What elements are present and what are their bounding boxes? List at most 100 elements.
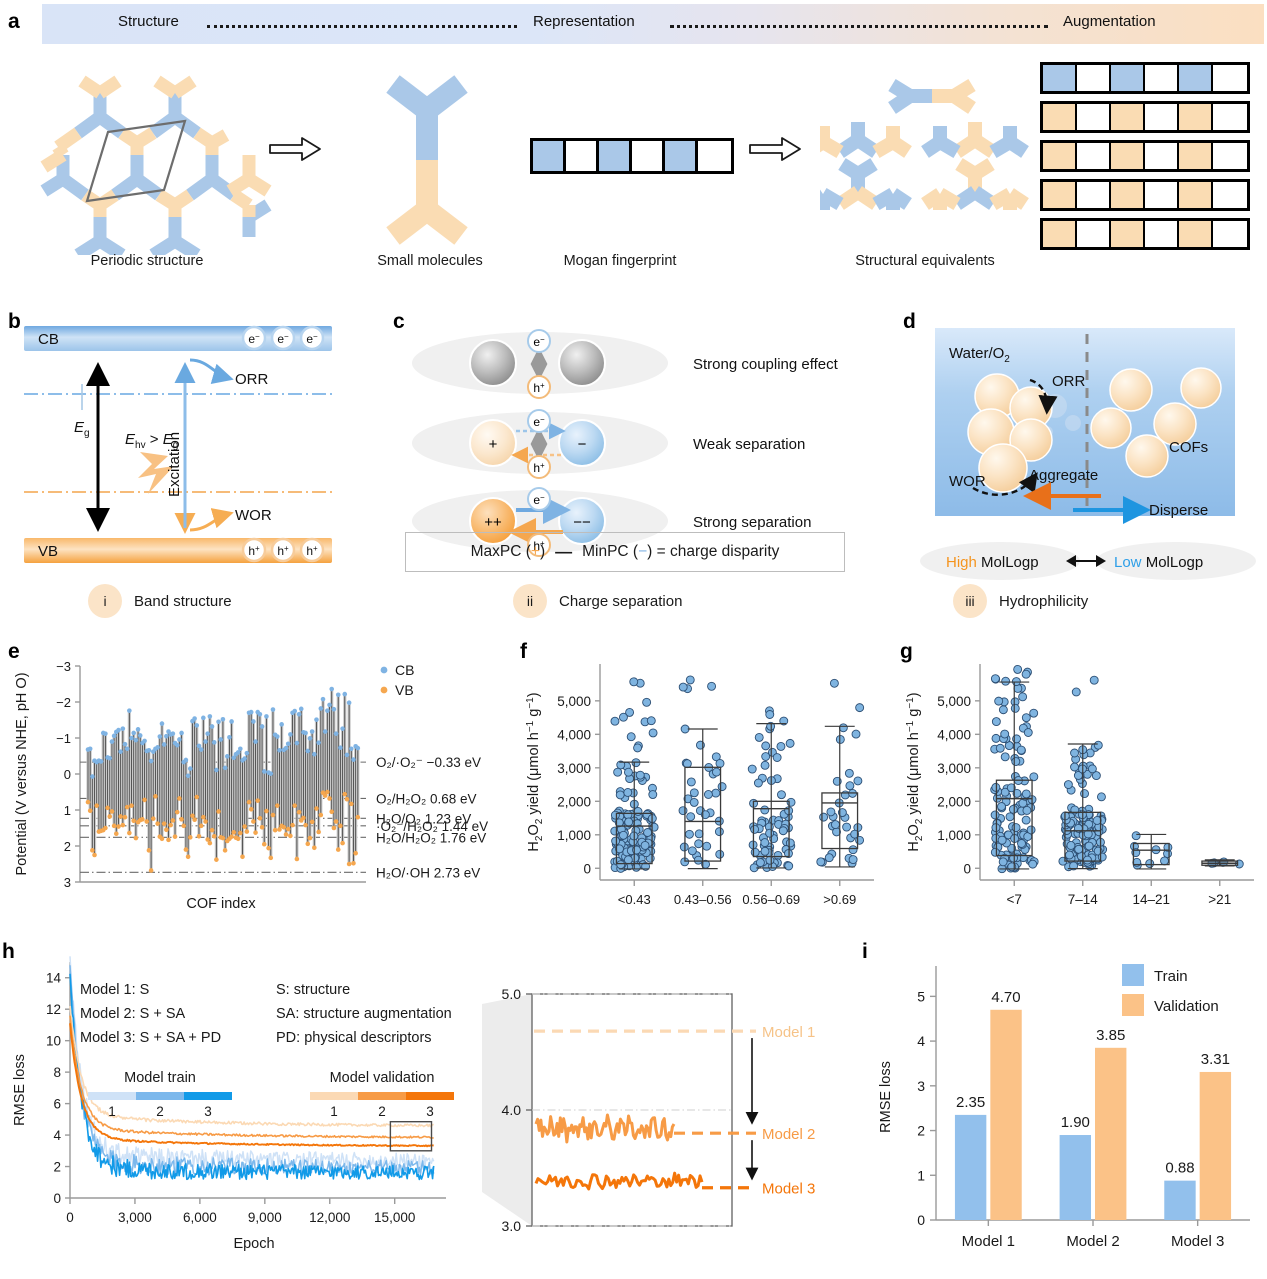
data-point — [829, 678, 839, 688]
svg-text:7–14: 7–14 — [1068, 892, 1099, 907]
data-point — [1029, 772, 1039, 782]
data-point — [715, 758, 725, 768]
data-point — [1083, 829, 1093, 839]
svg-text:+: + — [489, 436, 498, 453]
data-point — [686, 812, 696, 822]
abbrev-legend-line: PD: physical descriptors — [276, 1030, 432, 1046]
loss-curve — [69, 1023, 434, 1148]
data-point — [747, 764, 757, 774]
augmentation-cell — [1043, 182, 1077, 208]
augmentation-cell — [1043, 104, 1077, 130]
data-point — [717, 782, 727, 792]
data-point — [777, 790, 786, 800]
svg-text:15,000: 15,000 — [374, 1210, 415, 1225]
bar-value-label: 0.88 — [1165, 1160, 1194, 1177]
caption-mogan-fingerprint: Mogan fingerprint — [563, 253, 677, 269]
data-point — [1028, 859, 1038, 869]
panel-h-letter: h — [2, 940, 15, 963]
abbrev-legend-line: S: structure — [276, 982, 350, 998]
panel-g-letter: g — [900, 640, 913, 663]
panel-f-letter: f — [520, 640, 527, 663]
orr-arrow — [189, 358, 234, 384]
data-point — [1011, 757, 1021, 766]
svg-text:1: 1 — [64, 803, 71, 818]
augmentation-row — [1040, 101, 1250, 133]
box — [821, 792, 859, 850]
augmentation-row — [1040, 179, 1250, 211]
svg-text:2: 2 — [64, 839, 71, 854]
small-molecule-graphic — [386, 75, 468, 245]
bar — [954, 1114, 987, 1220]
svg-text:Train: Train — [1154, 968, 1188, 985]
data-point — [991, 717, 1001, 727]
banner-label-augmentation: Augmentation — [1063, 13, 1156, 30]
svg-text:H₂O/·OH 2.73 eV: H₂O/·OH 2.73 eV — [376, 865, 480, 880]
svg-text:−: − — [578, 436, 587, 453]
data-point — [1080, 789, 1089, 799]
data-point — [1021, 669, 1031, 679]
box — [752, 800, 790, 858]
vb-holes: h+ h+ h+ — [241, 537, 325, 563]
data-point — [848, 855, 858, 865]
svg-text:0: 0 — [917, 1212, 925, 1228]
panel-d-letter: d — [903, 310, 916, 333]
data-point — [616, 760, 626, 770]
data-point — [1021, 789, 1031, 799]
data-point — [1023, 728, 1033, 737]
svg-text:ORR: ORR — [235, 371, 269, 388]
data-point — [1097, 852, 1107, 862]
banner-label-structure: Structure — [118, 13, 179, 30]
data-point — [845, 781, 855, 791]
data-point — [1065, 850, 1074, 860]
legend-swatch — [184, 1092, 232, 1100]
svg-text:4,000: 4,000 — [557, 727, 591, 742]
svg-text:High MolLogp: High MolLogp — [946, 554, 1039, 571]
augmentation-cell — [1179, 143, 1213, 169]
svg-text:0: 0 — [53, 1191, 61, 1206]
augmentation-cell — [1077, 182, 1111, 208]
data-point — [850, 829, 860, 839]
svg-text:>21: >21 — [1208, 892, 1231, 907]
data-point — [693, 855, 703, 865]
legend-swatch — [136, 1092, 184, 1100]
svg-text:−2: −2 — [56, 695, 71, 710]
svg-text:O₂/H₂O₂ 0.68 eV: O₂/H₂O₂ 0.68 eV — [376, 791, 477, 806]
model-legend-line: Model 2: S + SA — [80, 1006, 186, 1022]
data-point — [689, 797, 699, 807]
data-point — [1093, 740, 1103, 750]
mogan-fingerprint-bar — [530, 138, 734, 174]
augmentation-cell — [1043, 143, 1077, 169]
svg-text:h+: h+ — [533, 539, 545, 553]
data-point — [685, 675, 695, 685]
wor-arrow — [189, 508, 234, 532]
svg-text:ORR: ORR — [1052, 373, 1086, 390]
data-point — [624, 817, 634, 827]
svg-text:6: 6 — [53, 1097, 61, 1112]
data-point — [648, 790, 658, 800]
data-point — [648, 728, 658, 738]
photon-bolt-icon — [138, 452, 174, 494]
svg-text:1: 1 — [330, 1104, 338, 1119]
cof-aggregate-cluster — [967, 373, 1053, 493]
data-point — [678, 682, 688, 692]
data-point — [633, 743, 643, 753]
svg-text:2,000: 2,000 — [557, 794, 591, 809]
data-point — [785, 838, 795, 848]
svg-text:Excitation: Excitation — [166, 432, 183, 497]
bar — [990, 1009, 1022, 1220]
panel-c-diagram: e− h+ Strong coupling effect + − e− h+ W… — [412, 329, 839, 557]
data-point — [679, 842, 689, 852]
data-point — [778, 826, 788, 836]
data-point — [711, 788, 721, 798]
svg-text:h+: h+ — [533, 461, 545, 475]
svg-text:0.43–0.56: 0.43–0.56 — [674, 892, 732, 907]
svg-text:12: 12 — [46, 1002, 61, 1017]
panel-d-diagram: Water/O2 ORR WOR COFs Aggregate Disperse — [935, 328, 1235, 524]
svg-text:Low MolLogp: Low MolLogp — [1114, 554, 1203, 571]
svg-text:e−: e− — [277, 332, 289, 346]
fingerprint-cell — [698, 141, 731, 171]
loss-curve — [69, 956, 435, 1169]
fingerprint-cell — [599, 141, 632, 171]
svg-text:3: 3 — [204, 1104, 212, 1119]
svg-text:h+: h+ — [277, 544, 289, 558]
